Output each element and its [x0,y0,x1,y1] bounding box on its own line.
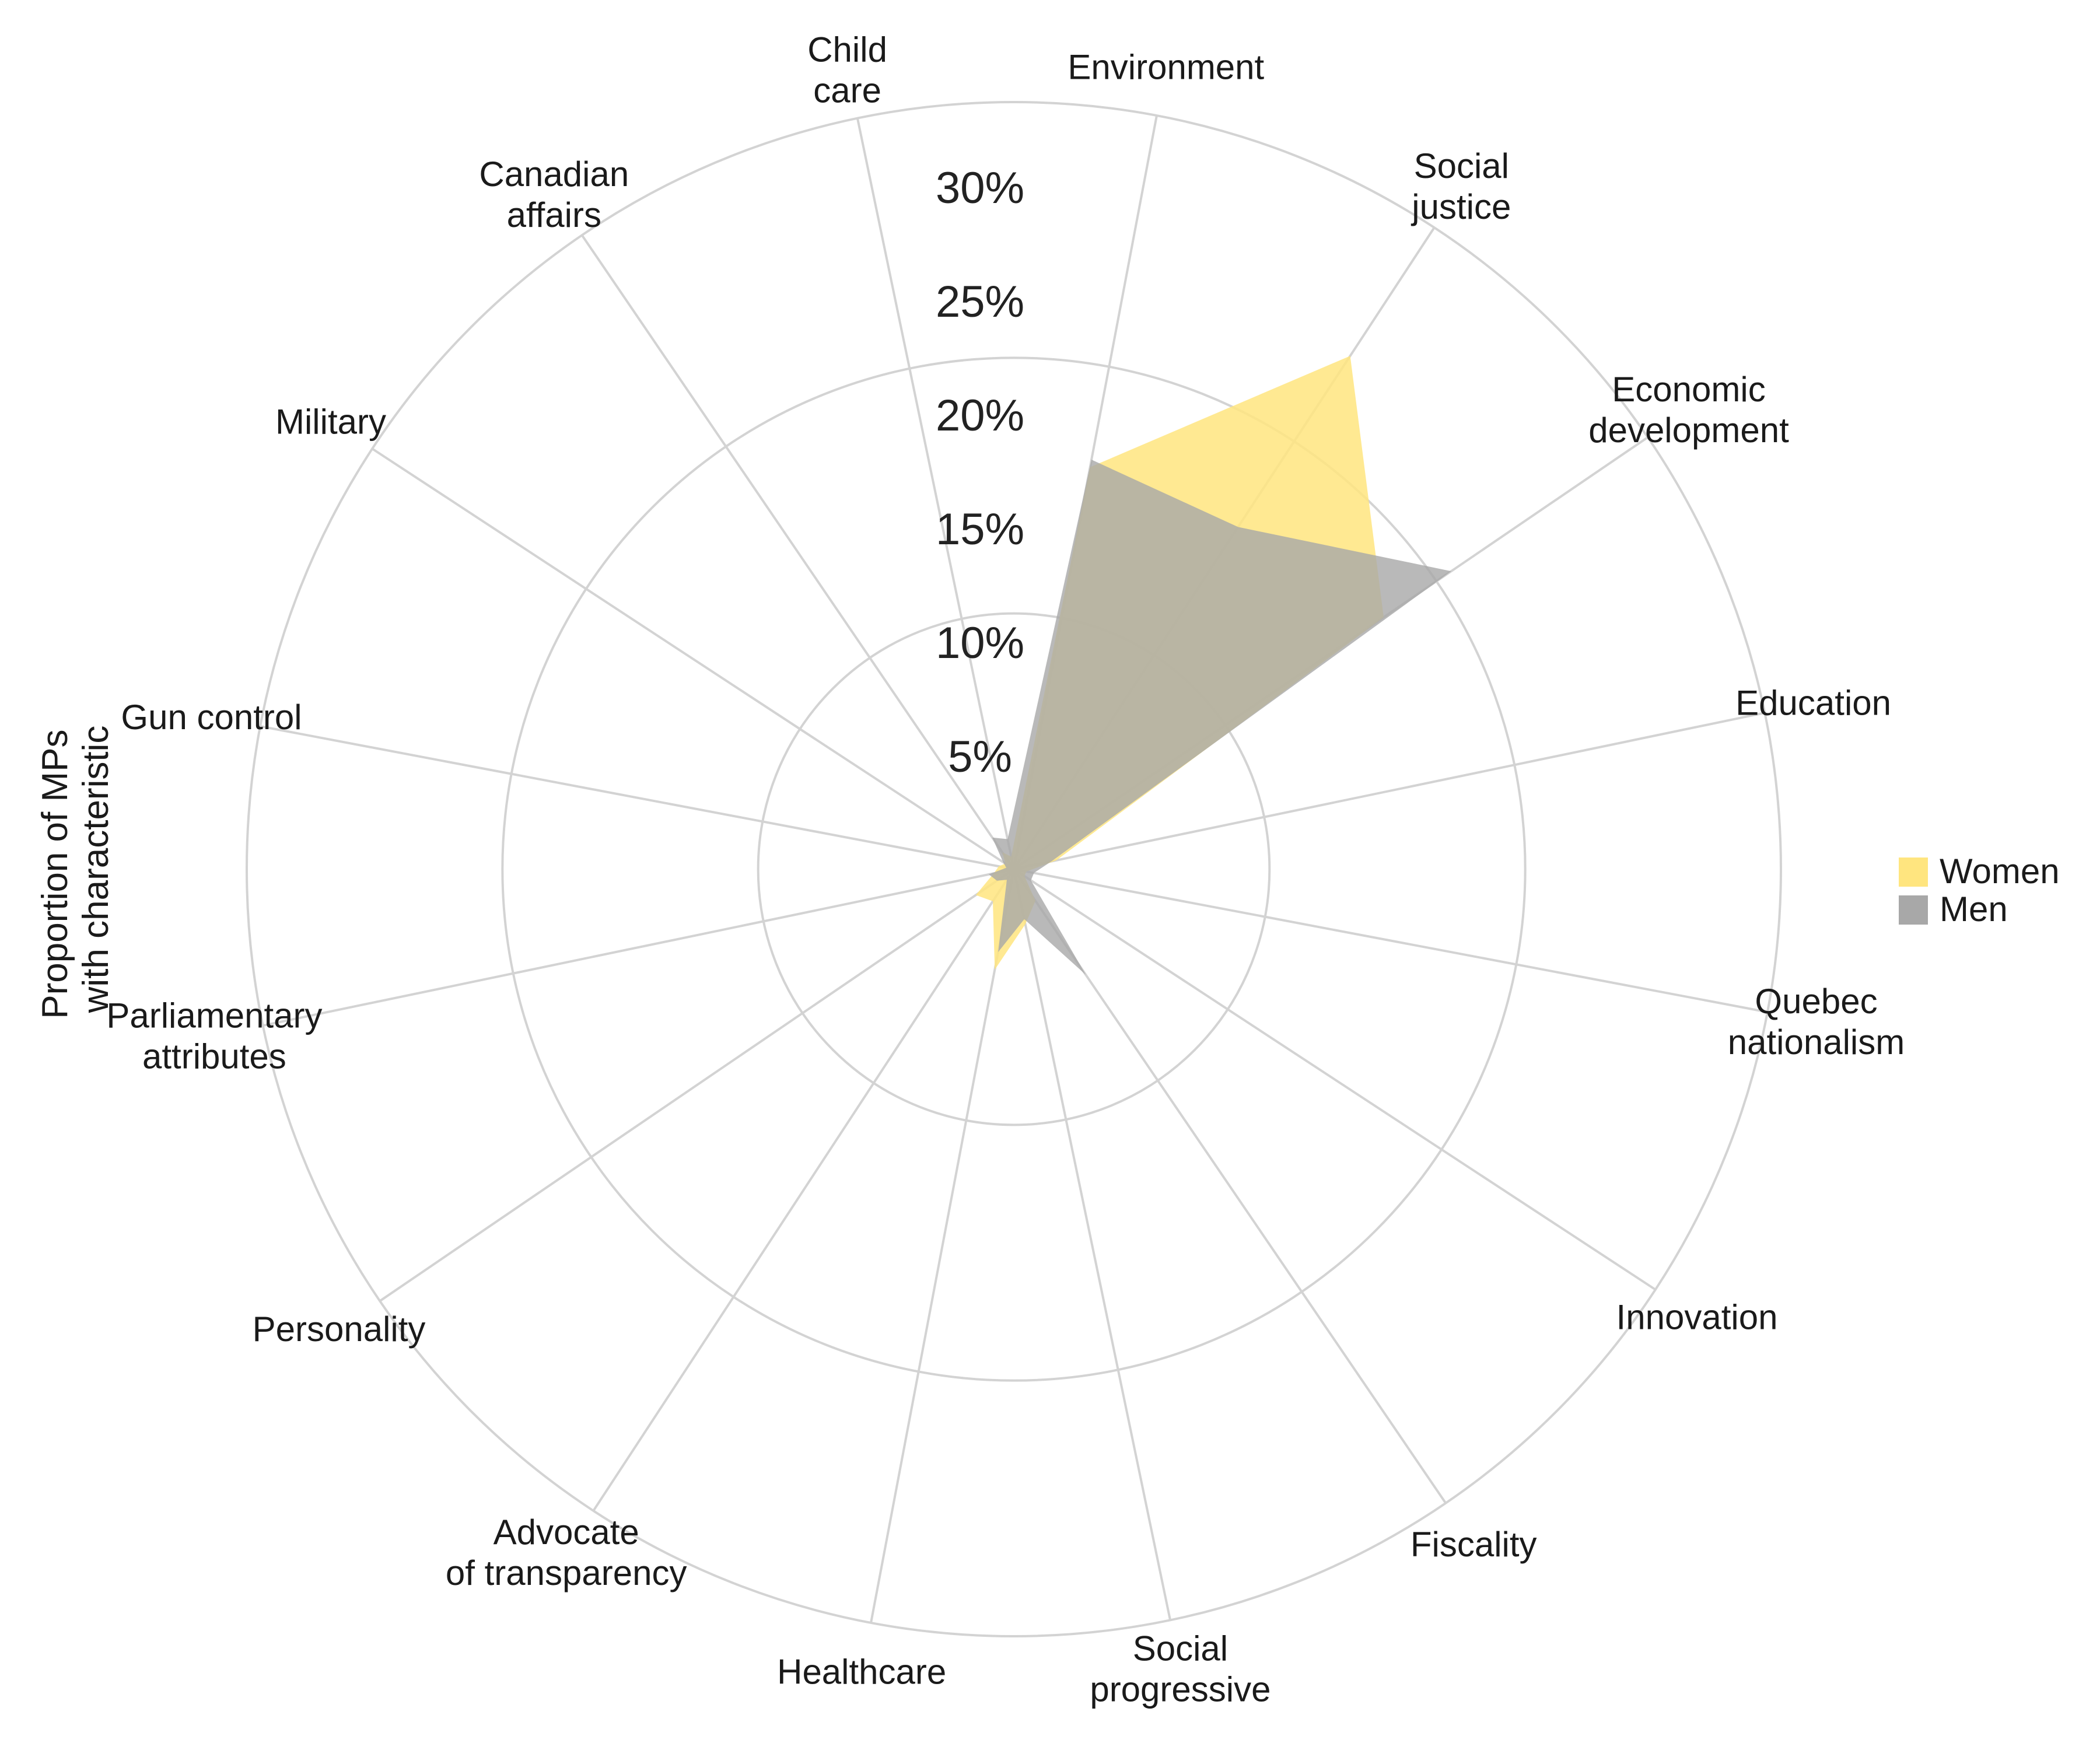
category-label: Social progressive [1090,1629,1270,1709]
category-label: Fiscality [1410,1525,1537,1564]
legend-label-women: Women [1940,852,2060,891]
category-label: Military [275,402,386,442]
grid-circle-30 [246,101,1782,1637]
spoke-line [1013,868,1768,1013]
spoke-line [1013,711,1765,870]
spoke-line [1013,868,1447,1504]
spoke-line [581,235,1015,870]
legend-swatch-men [1899,895,1928,925]
category-label: Advocate of transparency [446,1513,687,1592]
chart-series [975,356,1451,975]
category-label: Parliamentary attributes [106,996,322,1076]
category-label: Healthcare [777,1653,946,1692]
category-label: Innovation [1616,1297,1778,1336]
spoke-line [260,725,1014,870]
r-tick-label: 10% [936,618,1024,668]
y-axis-title-line-2: with characteristic [76,726,116,1014]
category-label: Personality [253,1310,426,1349]
category-label: Social justice [1410,146,1511,226]
category-labels: Child care Environment Social justice Economi… [106,30,1905,1709]
spoke-line [1013,868,1656,1291]
spoke-line [262,868,1014,1027]
category-label: Quebec nationalism [1728,982,1905,1062]
r-tick-label: 25% [936,277,1024,327]
r-tick-label: 5% [948,732,1012,782]
r-tick-label: 20% [936,391,1024,440]
spoke-line [856,118,1015,870]
spoke-line [379,868,1015,1302]
spoke-line [870,869,1015,1623]
category-label: Environment [1068,48,1264,87]
spoke-line [372,447,1015,870]
series-area-men [989,460,1451,975]
spoke-line [1013,869,1172,1620]
legend-swatch-women [1899,858,1928,887]
r-tick-label: 15% [936,505,1024,554]
category-label: Economic development [1588,370,1789,450]
category-label: Education [1735,684,1891,723]
grid-circle-10 [757,612,1271,1126]
legend-label-men: Men [1940,890,2008,929]
grid-circle-20 [501,356,1527,1382]
category-label: Canadian affairs [479,155,629,235]
y-axis-title-line-1: Proportion of MPs [35,730,75,1019]
r-tick-label: 30% [936,163,1024,213]
spoke-line [592,868,1015,1511]
radial-tick-labels: 5% 10% 15% 20% 25% 30% [936,163,1024,782]
category-label: Child care [807,30,887,110]
category-label: Gun control [121,698,302,737]
y-axis-title: Proportion of MPs with characteristic [35,719,116,1019]
